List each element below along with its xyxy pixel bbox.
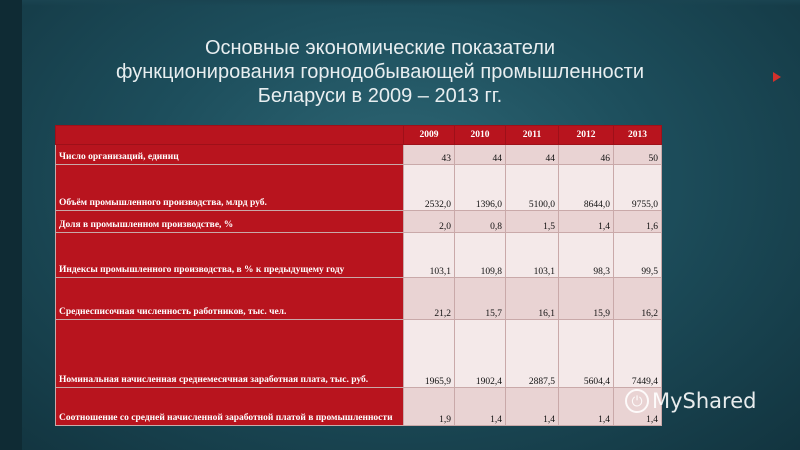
table-row: Число организаций, единиц 43 44 44 46 50 [55,144,662,165]
cell-value: 1,4 [505,387,559,426]
row-label: Номинальная начисленная среднемесячная з… [55,319,404,388]
title-line-2: функционирования горнодобывающей промышл… [115,61,644,83]
cell-value: 44 [454,144,506,165]
cell-value: 5604,4 [558,319,614,388]
title-line-3: Беларуси в 2009 – 2013 гг. [257,85,503,107]
row-label: Среднесписочная численность работников, … [55,277,404,320]
table-row: Объём промышленного производства, млрд р… [55,164,662,211]
cell-value: 16,1 [505,277,559,320]
table-row: Среднесписочная численность работников, … [55,277,662,320]
red-triangle-bullet [773,72,781,82]
row-label: Объём промышленного производства, млрд р… [55,164,404,211]
cell-value: 1,4 [454,387,506,426]
table-row: Номинальная начисленная среднемесячная з… [55,319,662,388]
slide-top-strip [22,0,800,6]
cell-value: 109,8 [454,232,506,278]
cell-value: 0,8 [454,210,506,233]
title-line-1: Основные экономические показатели [204,37,556,59]
cell-value: 5100,0 [505,164,559,211]
table-header-corner [55,125,404,145]
table-row: Индексы промышленного производства, в % … [55,232,662,278]
year-header: 2009 [403,125,455,145]
cell-value: 1965,9 [403,319,455,388]
slide-title: Основные экономические показатели функци… [60,36,700,108]
cell-value: 15,9 [558,277,614,320]
cell-value: 43 [403,144,455,165]
cell-value: 1902,4 [454,319,506,388]
cell-value: 50 [613,144,662,165]
cell-value: 98,3 [558,232,614,278]
indicators-table: 2009 2010 2011 2012 2013 Число организац… [55,125,662,426]
row-label: Доля в промышленном производстве, % [55,210,404,233]
cell-value: 2532,0 [403,164,455,211]
cell-value: 1,4 [558,210,614,233]
cell-value: 1,5 [505,210,559,233]
cell-value: 16,2 [613,277,662,320]
cell-value: 15,7 [454,277,506,320]
cell-value: 103,1 [403,232,455,278]
cell-value: 2,0 [403,210,455,233]
year-header: 2010 [454,125,506,145]
cell-value: 103,1 [505,232,559,278]
year-header: 2012 [558,125,614,145]
cell-value: 1,6 [613,210,662,233]
row-label: Соотношение со средней начисленной зараб… [55,387,404,426]
cell-value: 99,5 [613,232,662,278]
cell-value: 8644,0 [558,164,614,211]
year-header: 2013 [613,125,662,145]
power-icon: ⏻ [625,389,649,413]
cell-value: 1396,0 [454,164,506,211]
cell-value: 21,2 [403,277,455,320]
year-header: 2011 [505,125,559,145]
row-label: Индексы промышленного производства, в % … [55,232,404,278]
cell-value: 2887,5 [505,319,559,388]
table-row: Соотношение со средней начисленной зараб… [55,387,662,426]
cell-value: 1,9 [403,387,455,426]
cell-value: 44 [505,144,559,165]
table-row: Доля в промышленном производстве, % 2,0 … [55,210,662,233]
table-header-row: 2009 2010 2011 2012 2013 [55,125,662,145]
watermark-text: MyShared [652,389,757,413]
cell-value: 7449,4 [613,319,662,388]
slide-left-bar [0,0,22,450]
row-label: Число организаций, единиц [55,144,404,165]
cell-value: 9755,0 [613,164,662,211]
cell-value: 1,4 [558,387,614,426]
cell-value: 46 [558,144,614,165]
